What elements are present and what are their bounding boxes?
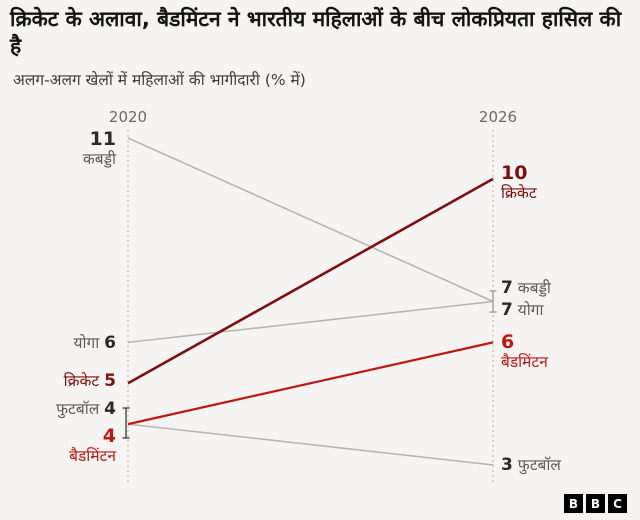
label-value: 6 [501, 331, 515, 353]
label-cricket-2020: क्रिकेट 5 [64, 371, 116, 391]
label-name: योगा [517, 301, 544, 319]
label-yoga-2020: योगा 6 [73, 333, 116, 353]
label-football-2026: 3 फुटबॉल [501, 455, 561, 475]
chart-title: क्रिकेट के अलावा, बैडमिंटन ने भारतीय महि… [10, 7, 622, 58]
label-yoga-2026: 7 योगा [501, 300, 544, 320]
label-kabaddi-2026: 7 कबड्डी [501, 278, 551, 298]
bbc-logo-block: B [564, 494, 583, 513]
label-value: 6 [104, 333, 116, 353]
label-value: 5 [104, 371, 116, 391]
series-line [127, 137, 494, 303]
bbc-logo-block: C [608, 494, 627, 513]
label-name: फुटबॉल [56, 400, 100, 418]
label-value: 7 [501, 278, 513, 298]
series-line [127, 177, 494, 385]
bbc-logo: B B C [564, 494, 627, 513]
bbc-logo-block: B [586, 494, 605, 513]
tie-bracket-left [122, 407, 130, 439]
series-line [127, 300, 494, 344]
label-football-2020: फुटबॉल 4 [56, 399, 116, 419]
label-name: बैडमिंटन [69, 447, 116, 466]
label-value: 4 [104, 399, 116, 419]
series-lines [127, 137, 494, 466]
year-label-2026: 2026 [478, 108, 518, 126]
chart-subtitle: अलग-अलग खेलों में महिलाओं की भागीदारी (%… [13, 71, 306, 89]
series-line [127, 341, 494, 426]
label-kabaddi-2020: 11 कबड्डी [83, 128, 116, 169]
series-line [127, 423, 494, 466]
year-label-2020: 2020 [108, 108, 148, 126]
label-name: बैडमिंटन [501, 353, 548, 372]
label-badminton-2020: 4 बैडमिंटन [69, 425, 116, 466]
label-name: क्रिकेट [63, 372, 100, 390]
label-value: 10 [501, 162, 528, 184]
label-badminton-2026: 6 बैडमिंटन [501, 331, 548, 372]
label-name: कबड्डी [517, 279, 551, 297]
label-name: कबड्डी [82, 150, 116, 169]
label-value: 11 [89, 128, 116, 150]
label-name: क्रिकेट [501, 184, 537, 203]
label-name: योगा [73, 334, 100, 352]
label-value: 7 [501, 300, 513, 320]
label-value: 3 [501, 455, 513, 475]
label-name: फुटबॉल [517, 456, 561, 474]
label-cricket-2026: 10 क्रिकेट [501, 162, 537, 203]
label-value: 4 [102, 425, 116, 447]
tie-bracket-right [489, 290, 497, 313]
